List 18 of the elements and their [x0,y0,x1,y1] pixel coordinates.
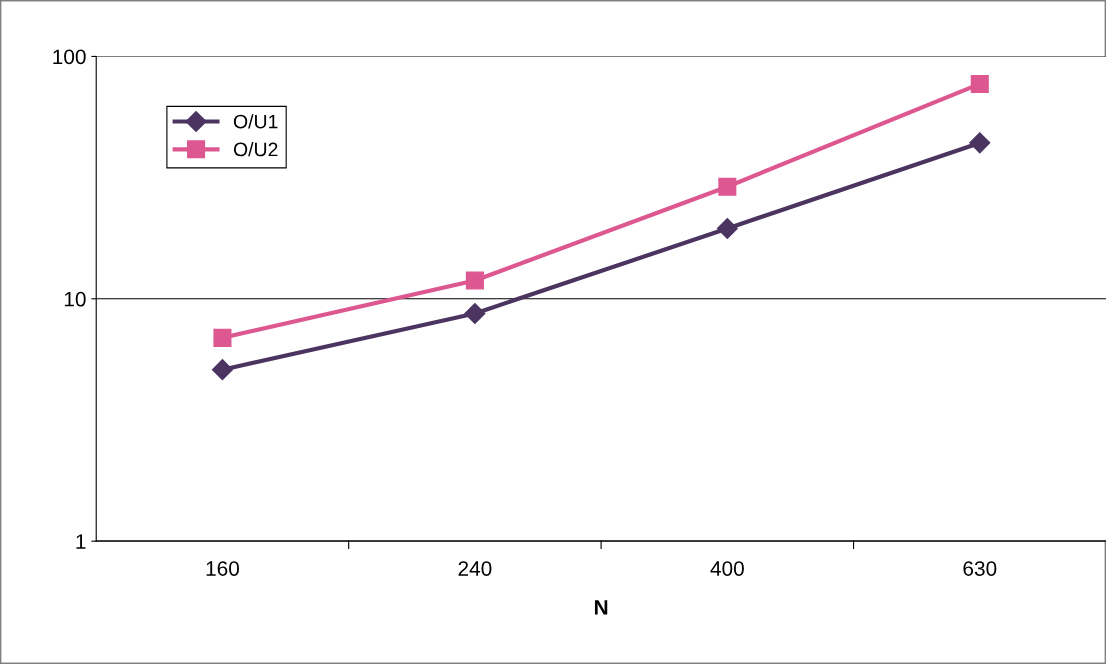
legend-label: O/U1 [233,114,278,129]
x-tick-label: 400 [710,561,744,576]
point [464,302,486,324]
point [969,132,991,154]
x-axis-title: N [594,600,608,615]
point [465,271,484,290]
legend-label: O/U2 [233,142,278,157]
point [718,177,737,196]
x-tick-label: 240 [458,561,492,576]
y-tick-label: 100 [53,49,86,65]
x-tick-label: 630 [963,561,997,576]
y-tick-label: 10 [64,291,86,307]
y-tick-label: 1 [76,534,86,549]
point [213,328,232,347]
point [970,74,989,93]
x-tick-label: 160 [206,561,240,576]
point [211,359,233,381]
point [716,217,738,240]
